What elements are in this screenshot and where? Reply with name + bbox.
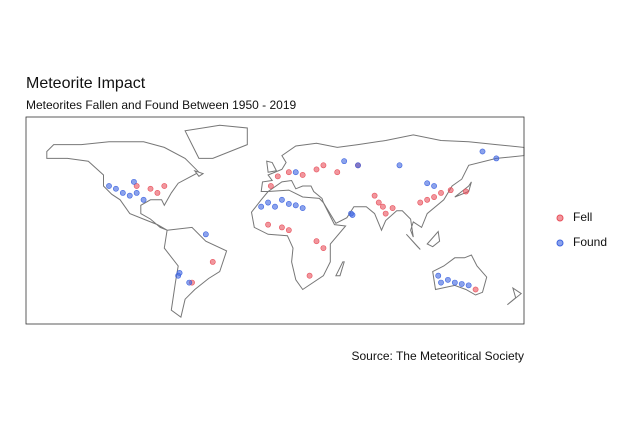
meteorite-point	[313, 166, 320, 173]
meteorite-point	[355, 162, 361, 169]
meteorite-point	[292, 169, 299, 176]
meteorite-point	[389, 205, 396, 211]
land	[46, 124, 525, 318]
meteorite-point	[465, 282, 472, 289]
land-outline	[406, 233, 421, 250]
meteorite-point	[299, 205, 306, 211]
meteorite-point	[161, 183, 168, 189]
panel-border	[25, 116, 525, 325]
meteorite-point	[154, 189, 161, 196]
land-outline	[250, 189, 347, 291]
meteorite-point	[106, 183, 112, 189]
meteorite-point	[313, 238, 320, 245]
meteorite-point	[279, 224, 285, 231]
meteorite-point	[458, 281, 465, 287]
meteorite-point	[285, 227, 292, 234]
land-outline	[335, 261, 345, 277]
meteorite-point	[133, 183, 140, 189]
meteorite-point	[479, 148, 486, 155]
meteorite-point	[140, 196, 147, 203]
meteorite-point	[435, 272, 442, 279]
legend-label: Found	[573, 235, 607, 249]
legend: Fell Found	[556, 210, 607, 249]
land-outline	[507, 286, 523, 306]
meteorite-point	[130, 178, 137, 185]
legend-swatch	[556, 239, 564, 247]
meteorite-point	[462, 188, 469, 195]
caption: Source: The Meteoritical Society	[351, 349, 524, 363]
meteorite-point	[334, 169, 341, 176]
meteorite-point	[176, 270, 183, 276]
meteorite-point	[341, 158, 348, 165]
meteorite-point	[274, 173, 281, 180]
meteorite-point	[299, 172, 306, 178]
land-outline	[454, 181, 472, 198]
land-outline	[426, 230, 441, 248]
meteorite-point	[438, 189, 444, 196]
meteorite-point	[493, 155, 500, 162]
meteorite-point	[292, 202, 299, 209]
meteorite-point	[285, 201, 292, 207]
meteorite-point	[279, 196, 285, 203]
meteorite-point	[320, 162, 327, 169]
meteorite-point	[186, 279, 193, 286]
meteorite-point	[265, 221, 271, 228]
meteorite-point	[371, 192, 378, 199]
legend-label: Fell	[573, 210, 592, 224]
meteorite-point	[417, 199, 424, 206]
meteorite-point	[209, 258, 216, 265]
land-outline	[260, 134, 525, 238]
meteorite-point	[472, 286, 479, 293]
meteorite-point	[396, 162, 403, 169]
land-outline	[266, 160, 278, 173]
meteorite-point	[272, 203, 278, 210]
meteorite-point	[126, 192, 133, 199]
meteorite-point	[382, 210, 389, 217]
meteorite-point	[431, 183, 437, 189]
meteorite-point	[424, 180, 431, 187]
meteorite-point	[320, 245, 327, 251]
meteorite-point	[113, 185, 119, 192]
meteorite-point	[375, 199, 382, 206]
chart-subtitle: Meteorites Fallen and Found Between 1950…	[26, 98, 297, 112]
meteorite-point	[133, 189, 140, 196]
land-outline	[193, 169, 205, 177]
meteorite-point	[445, 276, 451, 283]
meteorite-point	[379, 203, 386, 210]
meteorite-point	[447, 187, 454, 194]
meteorite-point	[265, 199, 271, 206]
land-outline	[163, 226, 228, 318]
meteorite-point	[451, 279, 458, 286]
meteorite-point	[438, 279, 444, 286]
legend-swatch	[556, 214, 564, 222]
meteorite-point	[202, 231, 209, 238]
meteorite-point	[267, 183, 274, 189]
meteorite-point	[285, 169, 292, 176]
meteorite-point	[306, 272, 313, 279]
land-outline	[46, 141, 200, 231]
chart-title: Meteorite Impact	[26, 75, 146, 92]
land-outline	[184, 124, 248, 159]
meteorite-point	[349, 212, 356, 218]
meteorite-point	[147, 185, 154, 192]
meteorite-point	[119, 189, 126, 196]
meteorite-point	[424, 196, 431, 203]
meteorite-point	[258, 203, 265, 210]
meteorite-point	[431, 194, 437, 200]
points	[106, 148, 500, 293]
